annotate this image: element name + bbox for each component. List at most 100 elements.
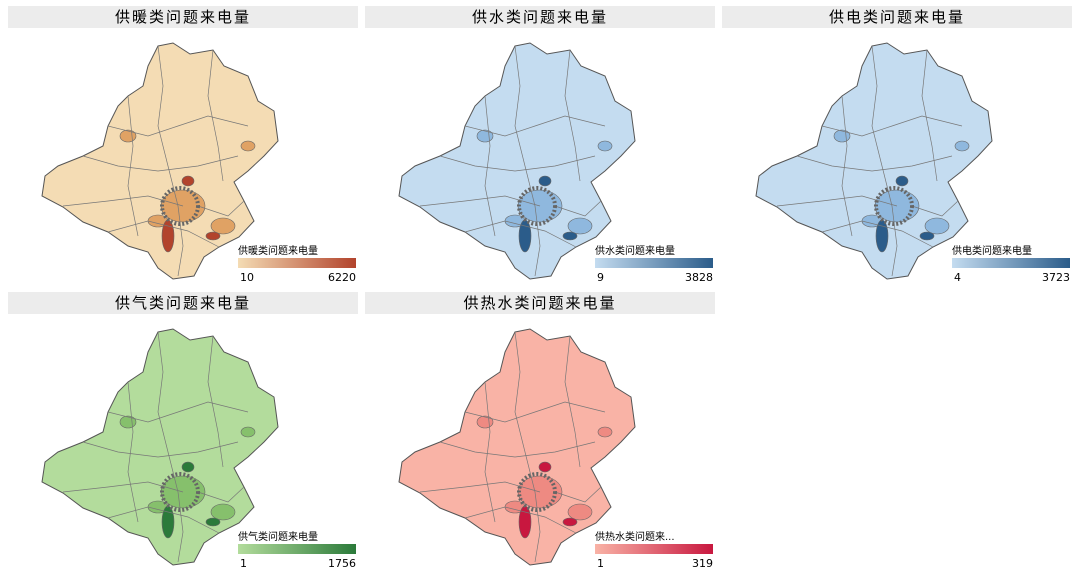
district-border — [464, 220, 577, 248]
district-border — [464, 115, 606, 137]
title-bar — [8, 292, 358, 314]
district-border — [157, 45, 184, 277]
region-outline — [398, 42, 636, 280]
district-border — [464, 506, 577, 534]
district — [562, 231, 578, 241]
legend-title: 供热水类问题来... — [595, 530, 675, 543]
district-border — [127, 381, 139, 523]
district-border — [514, 45, 541, 277]
district — [954, 140, 970, 152]
legend-max: 3723 — [1042, 271, 1070, 284]
district-border — [197, 200, 245, 217]
regions — [776, 45, 970, 277]
map — [398, 42, 636, 280]
district-border — [107, 401, 249, 423]
legend-bar — [595, 258, 713, 268]
city-core — [874, 186, 914, 226]
district-border — [921, 49, 938, 182]
district-border — [564, 49, 581, 182]
map — [398, 328, 636, 566]
district-border — [62, 481, 184, 493]
city-core — [517, 472, 557, 512]
regions — [419, 45, 613, 277]
district-border — [82, 155, 239, 172]
district — [476, 129, 494, 143]
district-border — [484, 95, 496, 237]
district — [205, 517, 221, 527]
district-border — [554, 486, 602, 503]
district-border — [207, 49, 224, 182]
city-core — [160, 186, 200, 226]
title-bar — [8, 6, 358, 28]
district-border — [821, 115, 963, 137]
legend-title: 供电类问题来电量 — [952, 244, 1032, 257]
district-border — [841, 95, 853, 237]
district-border — [107, 220, 220, 248]
district-border — [911, 200, 959, 217]
district-border — [439, 441, 596, 458]
district-border — [62, 195, 184, 207]
legend-title: 供暖类问题来电量 — [238, 244, 318, 257]
district-border — [107, 506, 220, 534]
regions — [419, 331, 613, 563]
legend-bar — [952, 258, 1070, 268]
legend-title: 供气类问题来电量 — [238, 530, 318, 543]
panel-title: 供热水类问题来电量 — [463, 294, 616, 312]
district-border — [157, 331, 184, 563]
district-border — [207, 335, 224, 468]
region-outline — [398, 328, 636, 566]
district-border — [484, 381, 496, 523]
district — [562, 517, 578, 527]
legend-max: 3828 — [685, 271, 713, 284]
map — [41, 42, 279, 280]
map — [41, 328, 279, 566]
district — [538, 461, 552, 473]
district-border — [419, 481, 541, 493]
region-outline — [755, 42, 993, 280]
title-bar — [365, 292, 715, 314]
district — [119, 129, 137, 143]
district — [119, 415, 137, 429]
district — [205, 231, 221, 241]
district-border — [821, 220, 934, 248]
panel-title: 供水类问题来电量 — [472, 8, 608, 26]
district-border — [82, 441, 239, 458]
district — [240, 140, 256, 152]
district — [240, 426, 256, 438]
district — [597, 426, 613, 438]
district-border — [464, 401, 606, 423]
district-border — [419, 195, 541, 207]
district — [924, 217, 950, 235]
region-outline — [41, 42, 279, 280]
district — [895, 175, 909, 187]
legend-min: 4 — [954, 271, 961, 284]
district — [833, 129, 851, 143]
district-border — [107, 115, 249, 137]
district-border — [564, 335, 581, 468]
district-border — [776, 195, 898, 207]
legend-bar — [238, 258, 356, 268]
city-core — [517, 186, 557, 226]
legend-bar — [238, 544, 356, 554]
district — [567, 217, 593, 235]
legend-min: 9 — [597, 271, 604, 284]
district-border — [127, 95, 139, 237]
title-bar — [722, 6, 1072, 28]
district — [181, 461, 195, 473]
legend-title: 供水类问题来电量 — [595, 244, 675, 257]
legend-min: 1 — [240, 557, 247, 570]
district — [567, 503, 593, 521]
district — [210, 217, 236, 235]
legend-min: 10 — [240, 271, 254, 284]
district-border — [796, 155, 953, 172]
city-core — [160, 472, 200, 512]
map — [755, 42, 993, 280]
panel-title: 供暖类问题来电量 — [115, 8, 251, 26]
legend-min: 1 — [597, 557, 604, 570]
